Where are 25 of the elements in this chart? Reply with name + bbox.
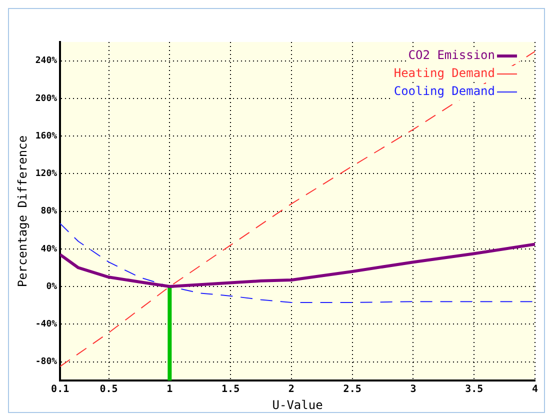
legend-label: Cooling Demand bbox=[394, 84, 495, 98]
x-tick-label: 3 bbox=[410, 384, 416, 396]
x-tick-label: 4 bbox=[532, 384, 538, 396]
y-tick-label: 0% bbox=[46, 282, 58, 292]
y-tick-label: 240% bbox=[35, 56, 58, 66]
x-tick-label: 3.5 bbox=[465, 384, 484, 396]
x-tick-label: 0.1 bbox=[51, 384, 70, 396]
legend-label: Heating Demand bbox=[394, 66, 495, 80]
y-tick-label: 40% bbox=[40, 244, 58, 254]
y-tick-label: 80% bbox=[40, 206, 58, 217]
legend-label: CO2 Emission bbox=[408, 48, 495, 62]
line-series bbox=[60, 223, 535, 304]
y-tick-label: 160% bbox=[35, 131, 58, 142]
x-tick-label: 1 bbox=[166, 384, 173, 396]
x-tick-label: 2.5 bbox=[343, 384, 362, 396]
x-tick-label: 1.5 bbox=[222, 384, 240, 396]
x-axis-title: U-Value bbox=[272, 398, 323, 412]
y-axis-title: Percentage Difference bbox=[15, 135, 30, 288]
x-tick-label: 0.5 bbox=[100, 384, 118, 396]
y-tick-label: -40% bbox=[35, 320, 58, 330]
line-series bbox=[60, 50, 535, 367]
y-tick-label: -80% bbox=[35, 357, 58, 368]
y-tick-label: 200% bbox=[35, 94, 58, 104]
x-tick-label: 2 bbox=[288, 384, 294, 396]
y-tick-label: 120% bbox=[35, 169, 58, 180]
